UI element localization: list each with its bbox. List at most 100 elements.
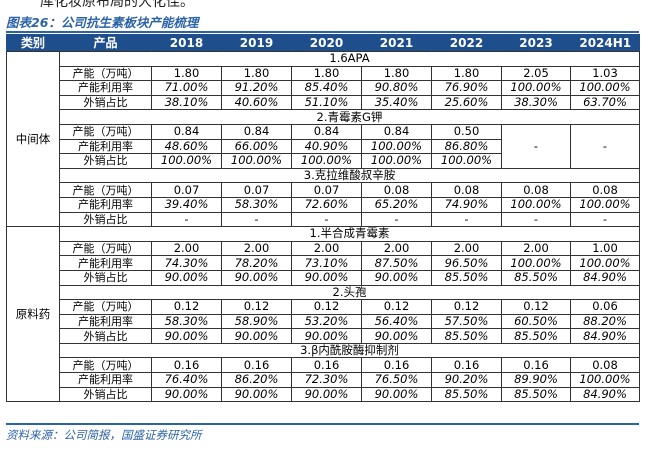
value-cell: 0.06 — [570, 299, 640, 315]
value-cell: 2.00 — [291, 240, 362, 257]
value-cell: 1.80 — [291, 65, 362, 82]
table-row: 产能（万吨） 0.16 0.16 0.16 0.16 0.16 0.16 0.08 — [7, 357, 640, 374]
value-cell: 66.00% — [221, 138, 292, 155]
product-group-name: 2.头孢 — [59, 284, 640, 301]
table-row: 外销占比 90.00% 90.00% 90.00% 90.00% 85.50% 85.50%… — [7, 269, 640, 286]
value-cell: 0.12 — [431, 299, 502, 315]
value-cell: 90.00% — [291, 386, 362, 403]
table-row: 产能（万吨） 2.00 2.00 2.00 2.00 2.00 2.00 1.00 — [7, 240, 640, 257]
metric-label: 外销占比 — [59, 328, 152, 344]
value-cell: 85.50% — [431, 386, 502, 403]
table-row: 产能（万吨） 0.12 0.12 0.12 0.12 0.12 0.12 0.06 — [7, 299, 640, 315]
value-cell: 0.08 — [431, 182, 502, 198]
value-cell: 2.00 — [361, 240, 432, 257]
title-rule — [6, 31, 639, 33]
merged-value-cell: - — [501, 123, 571, 169]
metric-label: 外销占比 — [59, 94, 152, 111]
value-cell: 0.12 — [221, 299, 292, 315]
value-cell: 0.16 — [221, 357, 292, 374]
table-row: 外销占比 - - - - - - - — [7, 211, 640, 228]
metric-label: 产能（万吨） — [59, 65, 152, 82]
product-group-name: 1.6APA — [59, 51, 640, 67]
bottom-rule — [6, 423, 639, 425]
metric-label: 外销占比 — [59, 386, 152, 403]
value-cell: 100.00% — [431, 153, 502, 169]
value-cell: 90.00% — [151, 386, 222, 403]
value-cell: 100.00% — [361, 153, 432, 169]
value-cell: 76.40% — [151, 372, 222, 388]
table-row: 产能利用率 58.30% 58.90% 53.20% 56.40% 57.50% 60.50… — [7, 313, 640, 330]
value-cell: 2.00 — [501, 240, 571, 257]
value-cell: 48.60% — [151, 138, 222, 155]
figure-title: 图表26：公司抗生素板块产能梳理 — [6, 15, 199, 30]
value-cell: 85.50% — [501, 386, 571, 403]
product-group-name: 3.β内酰胺酶抑制剂 — [59, 342, 640, 359]
value-cell: 60.50% — [501, 313, 571, 330]
value-cell: 72.60% — [291, 196, 362, 213]
value-cell: 0.16 — [361, 357, 432, 374]
category-cell: 中间体 — [6, 50, 60, 228]
value-cell: 100.00% — [151, 153, 222, 169]
product-group-name: 2.青霉素G钾 — [59, 109, 640, 125]
group-row: 原料药 1.半合成青霉素 — [6, 226, 640, 403]
group-row: 2.头孢 — [7, 284, 640, 301]
value-cell: 0.12 — [151, 299, 222, 315]
value-cell: 87.50% — [361, 255, 432, 271]
header-row: 类别 产品 2018 2019 2020 2021 2022 2023 2024… — [6, 34, 640, 52]
value-cell: 71.00% — [151, 80, 222, 96]
value-cell: 57.50% — [431, 313, 502, 330]
group-row: 3.克拉维酸叔辛胺 — [7, 167, 640, 184]
merged-value-cell: - — [570, 123, 640, 169]
value-cell: 100.00% — [361, 138, 432, 155]
value-cell: 2.00 — [221, 240, 292, 257]
table-row: 产能利用率 48.60% 66.00% 40.90% 100.00% 86.80% — [7, 138, 640, 155]
value-cell: 90.00% — [361, 386, 432, 403]
value-cell: 90.00% — [361, 269, 432, 286]
value-cell: 90.00% — [151, 328, 222, 344]
value-cell: 100.00% — [570, 80, 640, 96]
value-cell: 100.00% — [501, 255, 571, 271]
value-cell: 90.00% — [221, 386, 292, 403]
value-cell: 53.20% — [291, 313, 362, 330]
value-cell: 84.90% — [570, 328, 640, 344]
value-cell: 0.07 — [151, 182, 222, 198]
value-cell: 84.90% — [570, 269, 640, 286]
value-cell: 1.80 — [221, 65, 292, 82]
table-row: 产能利用率 71.00% 91.20% 85.40% 90.80% 76.90% 100.0… — [7, 80, 640, 96]
value-cell: 85.50% — [431, 269, 502, 286]
value-cell: 85.40% — [291, 80, 362, 96]
table-row: 外销占比 90.00% 90.00% 90.00% 90.00% 85.50% 85.50%… — [7, 386, 640, 403]
table-row: 产能（万吨） 0.07 0.07 0.07 0.08 0.08 0.08 0.08 — [7, 182, 640, 198]
group-row: 2.青霉素G钾 — [7, 109, 640, 125]
value-cell: 0.08 — [570, 182, 640, 198]
value-cell: 90.00% — [291, 328, 362, 344]
value-cell: 100.00% — [501, 196, 571, 213]
value-cell: 100.00% — [221, 153, 292, 169]
group-row: 3.β内酰胺酶抑制剂 — [7, 342, 640, 359]
value-cell: 25.60% — [431, 94, 502, 111]
value-cell: 0.07 — [221, 182, 292, 198]
value-cell: 0.12 — [291, 299, 362, 315]
category-cell: 原料药 — [6, 226, 60, 403]
metric-label: 产能利用率 — [59, 313, 152, 330]
table-row: 外销占比 38.10% 40.60% 51.10% 35.40% 25.60% 38.30%… — [7, 94, 640, 111]
value-cell: 38.30% — [501, 94, 571, 111]
value-cell: 90.80% — [361, 80, 432, 96]
value-cell: 2.05 — [501, 65, 571, 82]
value-cell: 88.20% — [570, 313, 640, 330]
value-cell: 0.84 — [151, 123, 222, 140]
value-cell: 65.20% — [361, 196, 432, 213]
value-cell: 1.03 — [570, 65, 640, 82]
value-cell: 0.16 — [151, 357, 222, 374]
value-cell: 38.10% — [151, 94, 222, 111]
value-cell: 1.00 — [570, 240, 640, 257]
top-text-fragment: 库化妆原布局的大化佳。 — [40, 0, 194, 10]
table-row: 产能（万吨） 0.84 0.84 0.84 0.84 0.50- - — [7, 123, 640, 169]
table-row: 产能（万吨） 1.80 1.80 1.80 1.80 1.80 2.05 1.03 — [7, 65, 640, 82]
value-cell: 90.00% — [291, 269, 362, 286]
value-cell: 86.20% — [221, 372, 292, 388]
value-cell: 58.30% — [221, 196, 292, 213]
value-cell: 90.00% — [221, 269, 292, 286]
value-cell: 76.50% — [361, 372, 432, 388]
header-2024h1: 2024H1 — [570, 34, 640, 52]
